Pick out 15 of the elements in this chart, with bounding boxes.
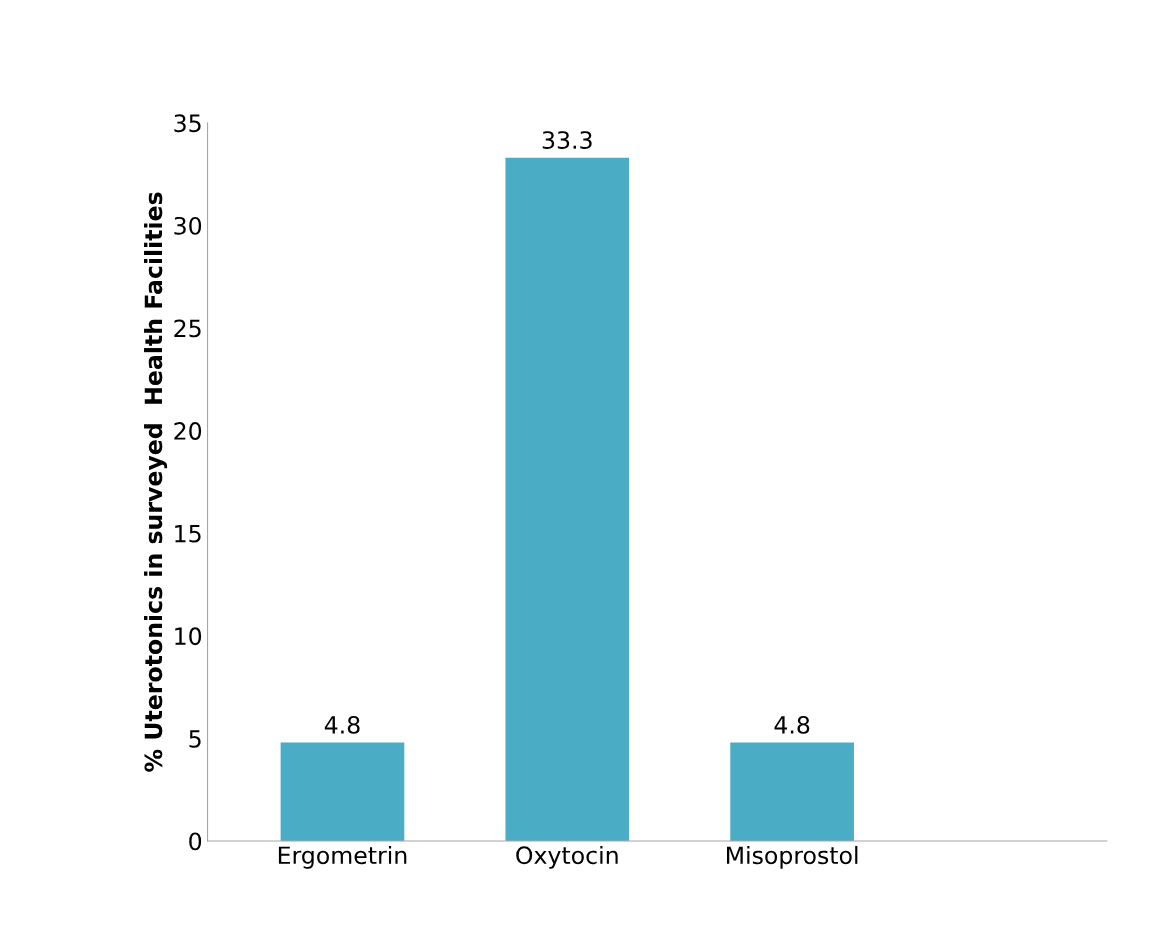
y-tick-label: 15 bbox=[175, 525, 201, 543]
x-tick-label: Ergometrin bbox=[278, 845, 407, 869]
x-tick-label: Oxytocin bbox=[516, 845, 618, 869]
data-label: 33.3 bbox=[542, 131, 592, 149]
y-tick-label: 25 bbox=[174, 319, 201, 338]
y-axis-title: % Uterotonics in surveyed Health Facilities bbox=[144, 192, 168, 772]
y-tick-label: 10 bbox=[175, 627, 202, 646]
y-tick-label: 0 bbox=[189, 832, 202, 851]
y-tick-label: 20 bbox=[174, 422, 202, 440]
y-tick-label: 35 bbox=[174, 114, 201, 133]
data-label: 4.8 bbox=[324, 715, 360, 734]
y-tick-label: 30 bbox=[174, 216, 202, 235]
y-tick-label: 5 bbox=[189, 730, 201, 748]
x-tick-label: Misoprostol bbox=[727, 845, 858, 869]
data-label: 4.8 bbox=[774, 715, 810, 734]
